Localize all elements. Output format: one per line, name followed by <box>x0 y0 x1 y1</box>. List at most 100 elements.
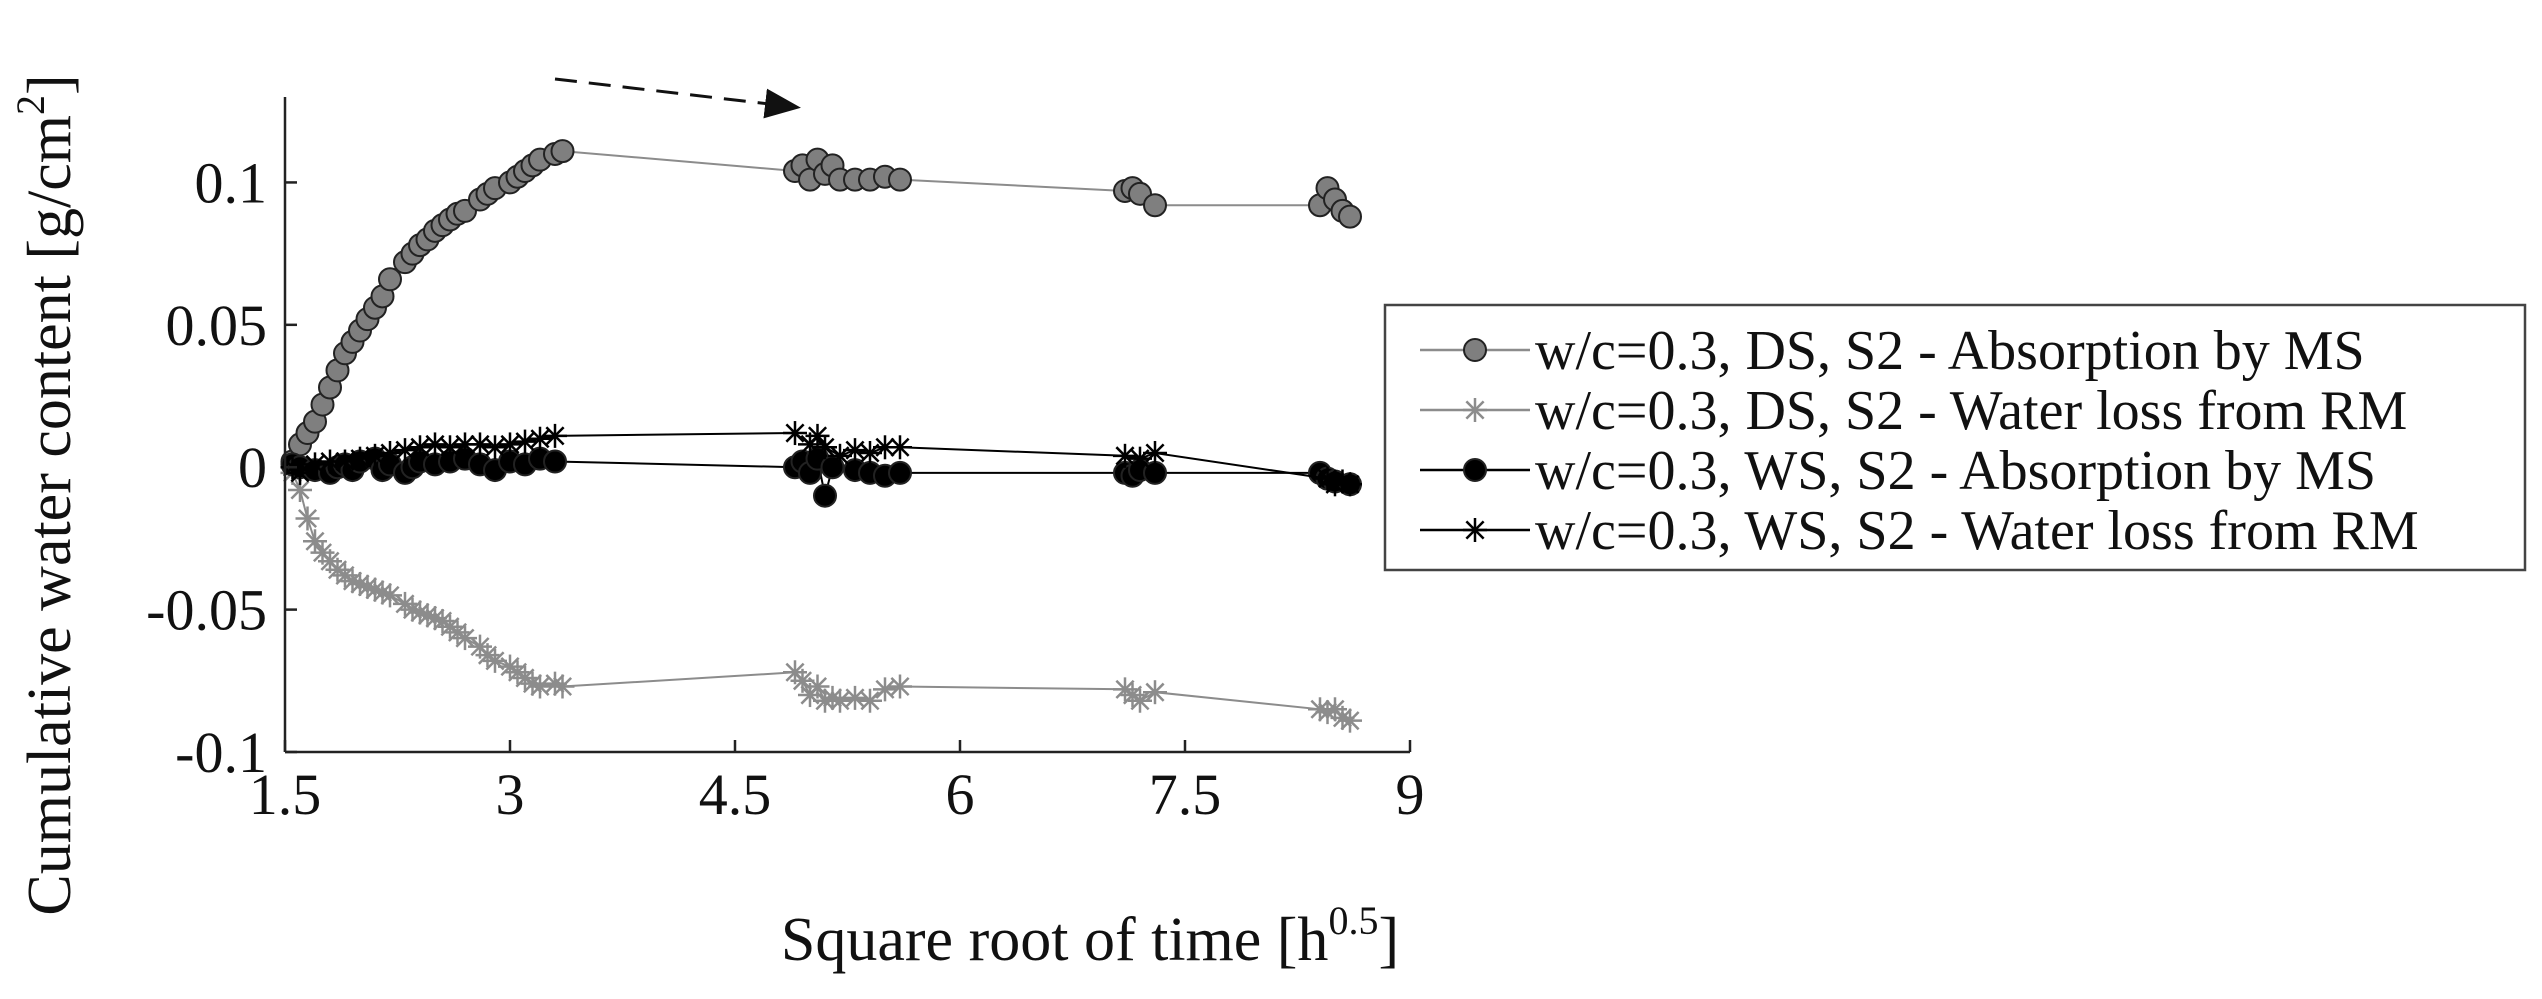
data-point <box>858 688 882 713</box>
asterisk-stroke <box>830 691 850 711</box>
legend-label: w/c=0.3, DS, S2 - Absorption by MS <box>1535 320 2365 382</box>
asterisk-stroke <box>335 451 355 472</box>
data-point <box>813 483 837 508</box>
data-point <box>543 423 567 448</box>
series-line <box>291 150 1351 462</box>
asterisk-stroke <box>290 463 310 483</box>
data-point <box>543 449 567 474</box>
asterisk-stroke <box>365 580 385 600</box>
asterisk-stroke <box>327 560 348 580</box>
asterisk-stroke <box>1340 474 1360 494</box>
data-point <box>1113 443 1137 468</box>
data-point <box>333 449 357 474</box>
data-point <box>843 685 867 710</box>
asterisk-stroke <box>380 585 400 605</box>
x-tick-label: 7.5 <box>1149 762 1222 827</box>
asterisk-stroke <box>875 437 895 457</box>
asterisk-stroke <box>545 674 565 694</box>
asterisk-stroke <box>440 437 460 457</box>
y-tick-label: 0.1 <box>195 150 268 215</box>
data-point <box>1330 469 1355 494</box>
asterisk-stroke <box>530 429 550 449</box>
data-point <box>393 438 417 463</box>
asterisk-stroke <box>372 582 393 603</box>
asterisk-stroke <box>1465 520 1485 540</box>
asterisk-stroke <box>1115 446 1135 466</box>
asterisk-stroke <box>485 651 505 671</box>
asterisk-stroke <box>395 594 415 614</box>
data-point <box>1463 518 1487 542</box>
data-point <box>1120 683 1145 708</box>
asterisk-stroke <box>455 628 475 648</box>
asterisk-stroke <box>807 426 828 446</box>
asterisk-stroke <box>500 657 520 677</box>
asterisk-stroke <box>890 437 910 457</box>
data-point <box>408 435 432 460</box>
asterisk-stroke <box>845 440 865 460</box>
data-point <box>1143 193 1167 218</box>
data-point <box>805 674 830 699</box>
data-point <box>468 432 492 457</box>
legend: w/c=0.3, DS, S2 - Absorption by MSw/c=0.… <box>1383 303 2527 572</box>
asterisk-stroke <box>845 688 865 708</box>
legend-box <box>1383 303 2527 572</box>
x-axis-label-sup: 0.5 <box>1328 898 1378 943</box>
asterisk-stroke <box>425 608 445 628</box>
asterisk-stroke <box>335 565 355 585</box>
data-point <box>528 674 552 699</box>
x-axis-label-tail: ] <box>1378 906 1399 974</box>
x-tick-label: 4.5 <box>699 762 772 827</box>
data-point <box>498 432 522 457</box>
asterisk-stroke <box>552 676 573 697</box>
asterisk-stroke <box>470 434 490 454</box>
asterisk-stroke <box>1145 682 1165 702</box>
data-point <box>1338 708 1362 733</box>
legend-entry-2: w/c=0.3, DS, S2 - Water loss from RM <box>1420 380 2407 442</box>
y-axis-label: Cumulative water content [g/cm2] <box>8 74 84 915</box>
asterisk-stroke <box>815 437 835 457</box>
legend-label: w/c=0.3, WS, S2 - Absorption by MS <box>1535 440 2376 502</box>
asterisk-stroke <box>807 676 828 697</box>
asterisk-stroke <box>297 508 318 529</box>
asterisk-stroke <box>290 480 310 500</box>
data-point <box>805 423 830 448</box>
asterisk-stroke <box>1130 691 1150 711</box>
asterisk-stroke <box>365 446 385 466</box>
asterisk-stroke <box>507 662 528 682</box>
x-axis-label-main: Square root of time [h <box>781 906 1329 974</box>
asterisk-stroke <box>1465 400 1485 420</box>
data-point <box>438 435 462 460</box>
data-point <box>1338 204 1362 229</box>
asterisk-stroke <box>395 440 415 460</box>
asterisk-stroke <box>1317 469 1338 489</box>
asterisk-stroke <box>1340 711 1360 731</box>
x-tick-label: 6 <box>946 762 975 827</box>
asterisk-stroke <box>417 605 438 625</box>
asterisk-stroke <box>477 645 498 665</box>
data-point <box>1338 472 1362 497</box>
y-tick-label: -0.05 <box>146 578 267 643</box>
data-point <box>348 446 372 471</box>
legend-label: w/c=0.3, WS, S2 - Water loss from RM <box>1535 500 2419 562</box>
asterisk-stroke <box>440 617 460 637</box>
asterisk-stroke <box>1122 685 1143 705</box>
x-tick-label: 9 <box>1396 762 1425 827</box>
asterisk-stroke <box>1145 443 1165 463</box>
data-point <box>1463 398 1487 422</box>
legend-entry-3: w/c=0.3, WS, S2 - Absorption by MS <box>1420 440 2376 502</box>
asterisk-stroke <box>350 449 370 469</box>
asterisk-stroke <box>357 577 378 597</box>
asterisk-stroke <box>1332 471 1353 491</box>
asterisk-stroke <box>402 600 423 620</box>
asterisk-stroke <box>875 679 895 699</box>
data-point <box>783 421 807 446</box>
x-tick-label: 3 <box>496 762 525 827</box>
asterisk-stroke <box>342 571 363 591</box>
asterisk-stroke <box>305 531 325 551</box>
series-1 <box>280 139 1362 474</box>
data-point <box>513 429 537 454</box>
asterisk-stroke <box>515 668 535 688</box>
data-point <box>888 435 912 460</box>
data-point <box>843 438 867 463</box>
